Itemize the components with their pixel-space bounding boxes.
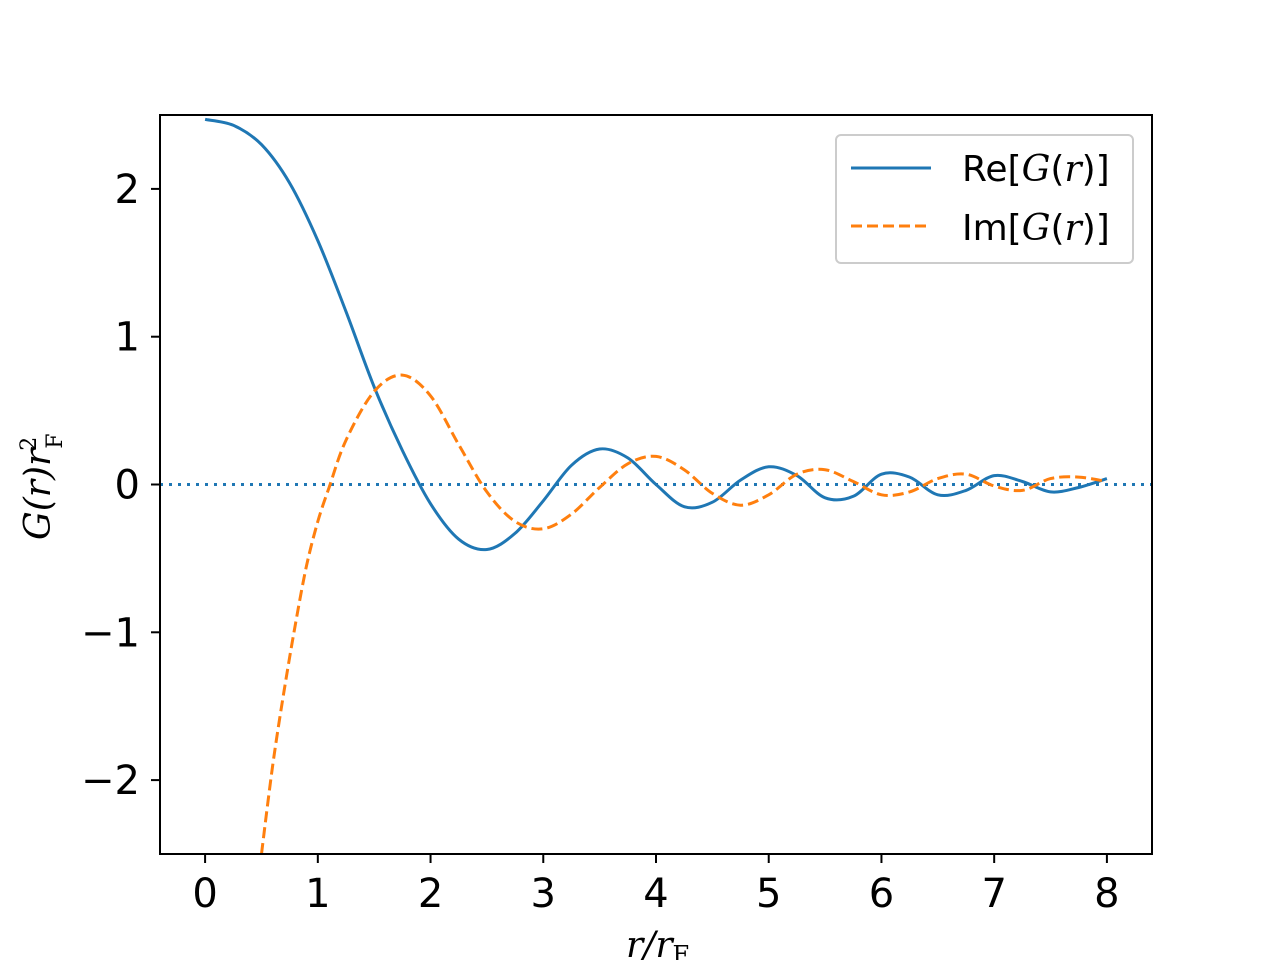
x-tick-label: 3	[531, 871, 556, 917]
y-tick-label: −1	[81, 610, 140, 656]
series-line-im	[260, 373, 1108, 854]
legend-label-re: Re[G(r)]	[962, 149, 1110, 190]
y-tick-label: 0	[115, 463, 140, 509]
x-tick-label: 0	[192, 871, 217, 917]
y-axis-label: G(r)r2F	[17, 433, 68, 540]
x-tick-label: 1	[305, 871, 330, 917]
y-tick-label: −2	[81, 758, 140, 804]
series-line-re	[204, 117, 1108, 552]
x-tick-label: 6	[869, 871, 894, 917]
x-tick-label: 8	[1094, 871, 1119, 917]
x-axis-label: r/rF	[626, 925, 689, 960]
legend: Re[G(r)] Im[G(r)]	[835, 134, 1134, 264]
x-tick-label: 2	[418, 871, 443, 917]
y-tick-label: 1	[115, 315, 140, 361]
x-tick-label: 5	[756, 871, 781, 917]
x-tick-label: 7	[981, 871, 1006, 917]
y-tick-label: 2	[115, 167, 140, 213]
legend-label-im: Im[G(r)]	[962, 208, 1110, 249]
x-tick-label: 4	[643, 871, 668, 917]
